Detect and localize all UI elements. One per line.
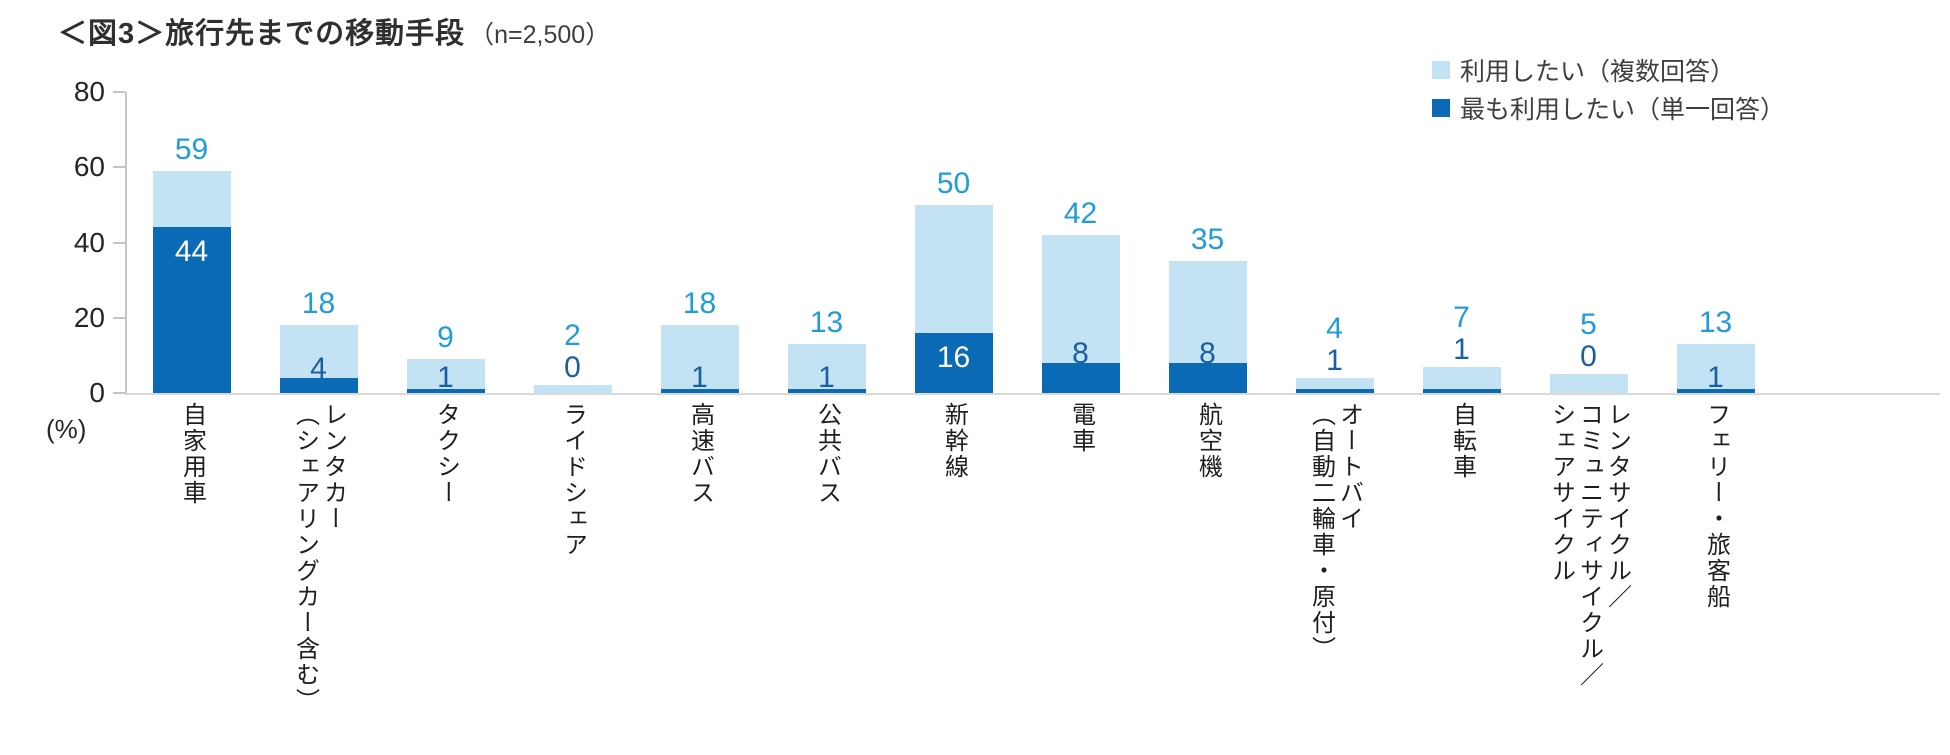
bar-most-1 [152, 227, 231, 393]
value-label-most-11: 1 [1453, 332, 1470, 366]
bar-want-3 [406, 359, 485, 393]
category-label-11: 自転車 [1448, 402, 1476, 480]
y-tick-mark [113, 392, 125, 394]
value-label-most-12: 0 [1580, 340, 1597, 374]
bar-want-12 [1549, 374, 1628, 393]
legend-item-most: 最も利用したい（単一回答） [1432, 93, 1786, 124]
bar-most-5 [660, 389, 739, 393]
legend-swatch-want [1432, 61, 1450, 79]
bar-want-6 [787, 344, 866, 393]
bar-most-3 [406, 389, 485, 393]
category-label-3: タクシー [432, 402, 460, 506]
y-tick-label: 0 [89, 377, 105, 408]
y-tick-label: 60 [73, 151, 105, 183]
bar-most-6 [787, 389, 866, 393]
bar-want-10 [1295, 377, 1374, 393]
page-title: ＜図3＞旅行先までの移動手段 （n=2,500） [58, 10, 610, 52]
value-label-most-8: 8 [1072, 336, 1089, 370]
value-label-want-1: 59 [174, 133, 209, 166]
legend: 利用したい（複数回答） 最も利用したい（単一回答） [1432, 55, 1785, 131]
y-tick-label: 40 [73, 226, 105, 258]
value-label-want-9: 35 [1190, 223, 1225, 257]
legend-label-want: 利用したい（複数回答） [1460, 58, 1736, 86]
y-tick-mark [113, 91, 125, 93]
y-axis-unit-label: (%) [46, 414, 87, 444]
value-label-want-8: 42 [1063, 196, 1098, 230]
legend-label-most: 最も利用したい（単一回答） [1460, 96, 1786, 124]
value-label-most-1: 44 [174, 235, 209, 269]
value-label-most-10: 1 [1326, 343, 1343, 377]
chart-title: ＜図3＞旅行先までの移動手段 [58, 18, 466, 50]
value-label-want-3: 9 [437, 321, 454, 355]
bar-want-4 [533, 385, 612, 393]
value-label-want-12: 5 [1580, 308, 1597, 342]
value-label-most-5: 1 [691, 361, 708, 394]
legend-swatch-most [1432, 99, 1450, 117]
category-label-2: レンタカー （シェアリングカー含む） [291, 402, 347, 714]
y-tick-mark [113, 241, 125, 244]
y-tick-mark [113, 166, 125, 169]
category-label-13: フェリー・旅客船 [1702, 402, 1730, 610]
value-label-want-10: 4 [1326, 311, 1343, 345]
x-axis-baseline [125, 393, 1940, 395]
category-label-12: レンタサイクル／ コミュニティサイクル／ シェアサイクル [1547, 402, 1631, 688]
category-label-8: 電車 [1067, 402, 1095, 454]
bar-most-13 [1676, 389, 1755, 393]
bar-most-8 [1041, 362, 1120, 393]
value-label-most-13: 1 [1707, 361, 1724, 394]
category-label-10: オートバイ （自動二輪車・原付） [1307, 402, 1363, 662]
value-label-want-6: 13 [809, 306, 844, 340]
legend-item-want: 利用したい（複数回答） [1432, 55, 1785, 86]
bar-most-9 [1168, 362, 1247, 393]
bar-most-10 [1295, 389, 1374, 393]
value-label-most-6: 1 [818, 361, 835, 394]
value-label-want-11: 7 [1453, 300, 1470, 334]
value-label-want-13: 13 [1698, 306, 1733, 340]
value-label-most-4: 0 [564, 351, 581, 385]
value-label-want-7: 50 [936, 166, 971, 200]
category-label-6: 公共バス [813, 402, 841, 506]
value-label-want-5: 18 [682, 287, 717, 321]
sample-size-note: （n=2,500） [469, 21, 611, 49]
y-tick-label: 20 [73, 301, 105, 333]
category-label-5: 高速バス [686, 402, 714, 506]
category-label-7: 新幹線 [940, 402, 968, 480]
bar-want-13 [1676, 344, 1755, 393]
value-label-most-9: 8 [1199, 336, 1216, 370]
value-label-most-3: 1 [437, 361, 454, 394]
value-label-most-7: 16 [936, 340, 971, 374]
bar-most-2 [279, 377, 358, 393]
category-label-9: 航空機 [1194, 402, 1222, 480]
bar-want-5 [660, 325, 739, 393]
y-tick-mark [113, 316, 125, 319]
bar-want-11 [1422, 366, 1501, 393]
bar-most-11 [1422, 389, 1501, 393]
value-label-want-4: 2 [564, 319, 581, 353]
value-label-want-2: 18 [301, 287, 336, 321]
bar-most-7 [914, 332, 993, 393]
y-axis-line [125, 92, 127, 393]
value-label-most-2: 4 [310, 351, 327, 385]
y-tick-label: 80 [73, 76, 105, 107]
category-label-1: 自家用車 [178, 402, 206, 506]
category-label-4: ライドシェア [559, 402, 587, 558]
